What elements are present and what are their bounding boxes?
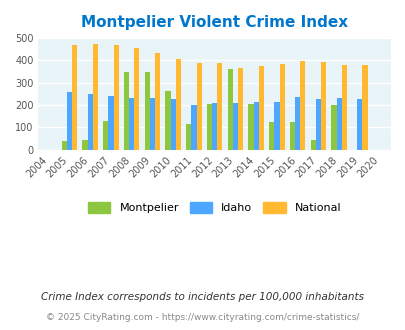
Text: © 2025 CityRating.com - https://www.cityrating.com/crime-statistics/: © 2025 CityRating.com - https://www.city…	[46, 313, 359, 322]
Bar	[269, 122, 274, 149]
Bar	[330, 105, 336, 149]
Bar	[87, 94, 93, 149]
Bar	[362, 65, 367, 149]
Bar	[191, 105, 196, 149]
Bar	[134, 48, 139, 149]
Bar	[279, 64, 284, 149]
Text: Crime Index corresponds to incidents per 100,000 inhabitants: Crime Index corresponds to incidents per…	[41, 292, 364, 302]
Bar	[93, 44, 98, 149]
Bar	[170, 99, 175, 149]
Bar	[175, 59, 181, 149]
Bar	[289, 122, 294, 149]
Bar	[72, 45, 77, 149]
Title: Montpelier Violent Crime Index: Montpelier Violent Crime Index	[81, 15, 347, 30]
Bar	[253, 102, 258, 149]
Bar	[149, 98, 155, 149]
Bar	[103, 121, 108, 149]
Bar	[144, 72, 149, 149]
Bar	[248, 104, 253, 149]
Bar	[356, 99, 362, 149]
Bar	[217, 63, 222, 149]
Bar	[155, 53, 160, 149]
Bar	[310, 140, 315, 149]
Bar	[108, 96, 113, 149]
Bar	[227, 69, 232, 149]
Bar	[207, 104, 211, 149]
Bar	[67, 92, 72, 149]
Bar	[294, 97, 300, 149]
Bar	[196, 63, 201, 149]
Bar	[336, 98, 341, 149]
Bar	[186, 124, 191, 149]
Bar	[211, 103, 217, 149]
Bar	[258, 66, 263, 149]
Bar	[300, 61, 305, 149]
Bar	[113, 46, 118, 149]
Bar	[232, 103, 237, 149]
Bar	[165, 90, 170, 149]
Bar	[315, 99, 320, 149]
Bar	[320, 62, 325, 149]
Bar	[62, 141, 67, 149]
Bar	[237, 68, 243, 149]
Bar	[341, 65, 346, 149]
Bar	[129, 98, 134, 149]
Bar	[82, 140, 87, 149]
Legend: Montpelier, Idaho, National: Montpelier, Idaho, National	[83, 198, 345, 218]
Bar	[274, 102, 279, 149]
Bar	[124, 72, 129, 149]
